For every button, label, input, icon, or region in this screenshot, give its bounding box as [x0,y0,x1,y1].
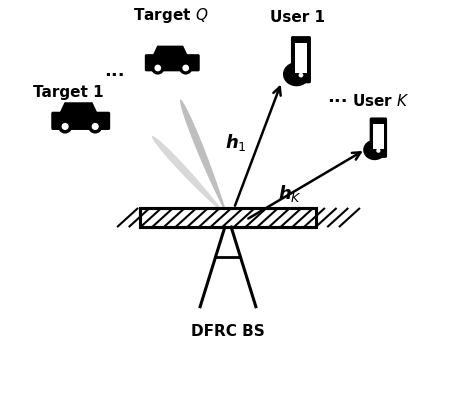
Ellipse shape [362,140,385,161]
Circle shape [89,121,101,133]
Ellipse shape [293,47,297,65]
Circle shape [62,124,68,130]
Text: $\boldsymbol{h}_K$: $\boldsymbol{h}_K$ [277,183,301,204]
Circle shape [59,121,71,133]
Text: User $K$: User $K$ [352,92,409,108]
Polygon shape [151,47,188,58]
Circle shape [298,74,302,78]
Text: $\boldsymbol{h}_1$: $\boldsymbol{h}_1$ [224,131,246,152]
FancyBboxPatch shape [51,112,110,130]
Ellipse shape [304,47,308,65]
Bar [294,44,307,74]
Bar [140,209,315,227]
Text: Target 1: Target 1 [33,85,103,100]
Polygon shape [180,100,228,218]
FancyBboxPatch shape [145,55,199,72]
Circle shape [179,63,191,75]
Polygon shape [152,137,228,218]
Ellipse shape [371,127,374,142]
Bar [372,124,383,149]
Circle shape [152,63,163,75]
Circle shape [376,150,379,153]
Ellipse shape [283,63,309,87]
FancyBboxPatch shape [369,118,386,158]
Text: ...: ... [104,62,125,80]
Circle shape [155,66,160,72]
Circle shape [182,66,188,72]
Ellipse shape [381,127,384,142]
FancyBboxPatch shape [290,37,310,84]
Text: ...: ... [326,88,347,106]
Text: DFRC BS: DFRC BS [191,323,264,338]
Bar [140,209,315,227]
Text: Target $Q$: Target $Q$ [132,6,207,25]
Polygon shape [58,103,98,116]
Text: User 1: User 1 [269,10,324,25]
Circle shape [92,124,98,130]
